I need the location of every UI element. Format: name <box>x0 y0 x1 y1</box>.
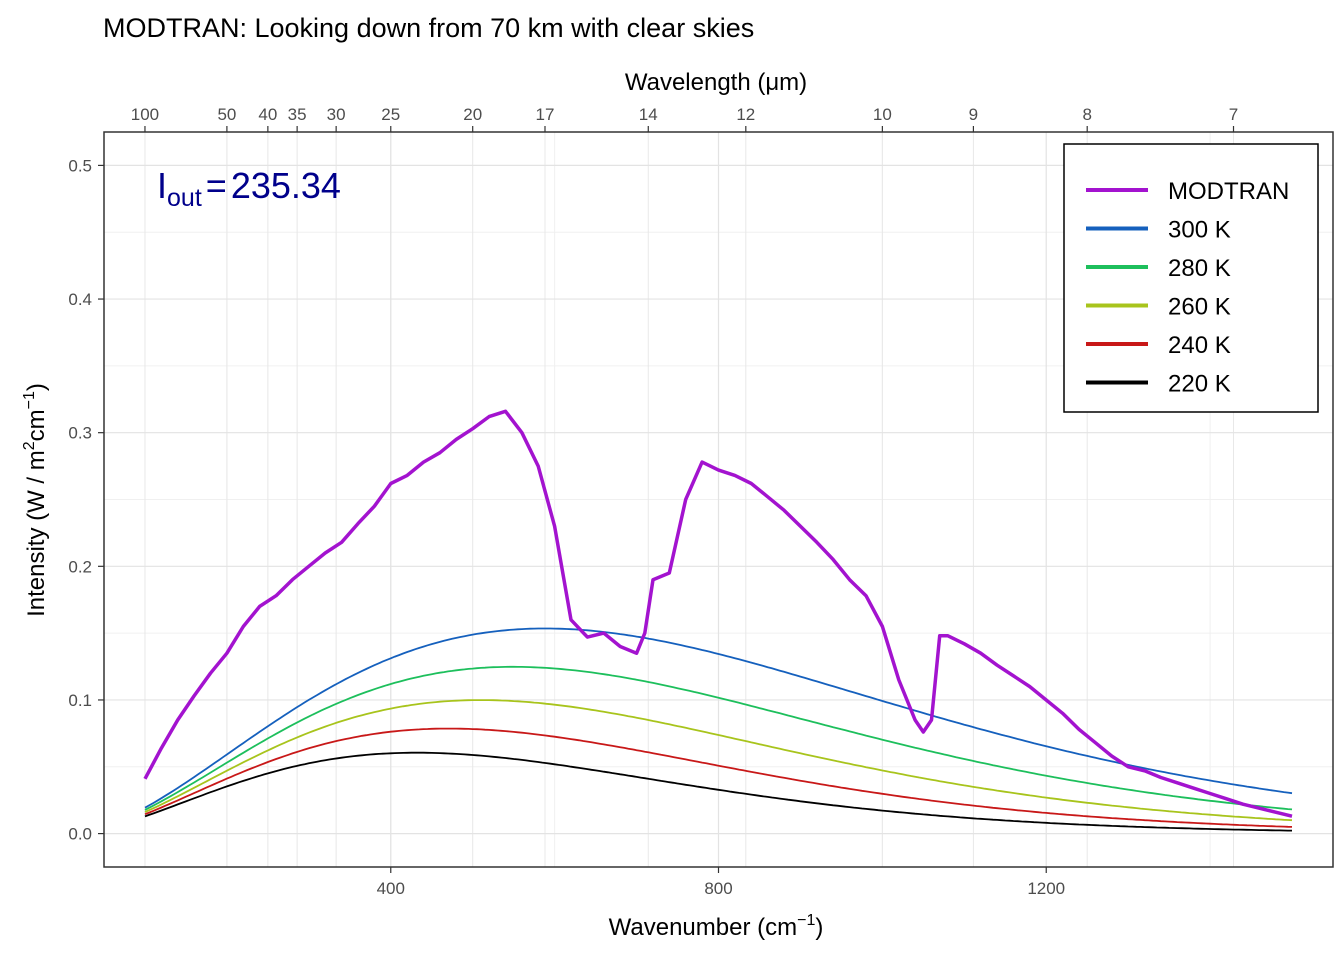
legend-label: MODTRAN <box>1168 178 1289 205</box>
modtran-spectrum <box>143 409 1293 818</box>
chart-title: MODTRAN: Looking down from 70 km with cl… <box>103 13 754 43</box>
planck-line-220k <box>144 751 1292 832</box>
y-axis-title-mid: cm <box>23 409 50 441</box>
y-axis-title-end: ) <box>23 383 50 391</box>
planck-line-260k <box>144 699 1293 822</box>
planck-line-240k <box>144 727 1293 828</box>
axes: 400 800 1200 0.0 0.1 0.2 0.3 0.4 0.5 100 50 40 35 30 2… <box>68 105 1238 898</box>
legend-label: 260 K <box>1168 294 1231 321</box>
iout-annotation: Iout = 235.34 <box>157 165 341 212</box>
x-tick-label: 800 <box>704 879 732 898</box>
annotation-sub: out <box>167 184 202 212</box>
top-tick-label: 25 <box>381 105 400 124</box>
y-axis-title-text: Intensity (W / m <box>23 450 50 617</box>
svg-text:Intensity (W / m2cm−1): Intensity (W / m2cm−1) <box>21 383 50 617</box>
modtran-line <box>143 409 1293 818</box>
y-axis-title-sup2: −1 <box>21 391 38 409</box>
x-tick-label: 1200 <box>1027 879 1065 898</box>
legend-label: 280 K <box>1168 255 1231 282</box>
legend: MODTRAN 300 K 280 K 260 K 240 K 220 K <box>1063 143 1319 413</box>
planck-curves <box>144 627 1293 832</box>
x-axis-title-sup: −1 <box>797 912 815 929</box>
top-axis-title: Wavelength (μm) <box>625 69 807 96</box>
annotation-base: I <box>157 165 167 206</box>
x-axis-title-end: ) <box>815 914 823 941</box>
y-tick-label: 0.0 <box>68 825 92 844</box>
top-tick-label: 40 <box>258 105 277 124</box>
planck-line-300k <box>144 627 1293 809</box>
x-axis-title: Wavenumber (cm−1) <box>609 912 824 941</box>
top-tick-label: 100 <box>131 105 159 124</box>
y-tick-label: 0.3 <box>68 424 92 443</box>
top-tick-label: 14 <box>639 105 658 124</box>
top-tick-label: 35 <box>288 105 307 124</box>
y-tick-label: 0.5 <box>68 156 92 175</box>
top-tick-label: 10 <box>873 105 892 124</box>
svg-text:Wavenumber (cm−1): Wavenumber (cm−1) <box>609 912 824 941</box>
y-axis-title-sup1: 2 <box>21 441 38 450</box>
planck-line-280k <box>144 665 1293 811</box>
y-tick-label: 0.1 <box>68 691 92 710</box>
x-axis-title-text: Wavenumber (cm <box>609 914 797 941</box>
top-tick-label: 8 <box>1082 105 1091 124</box>
grid <box>104 132 1333 867</box>
x-tick-label: 400 <box>377 879 405 898</box>
top-tick-label: 50 <box>217 105 236 124</box>
legend-label: 300 K <box>1168 217 1231 244</box>
y-tick-label: 0.4 <box>68 290 92 309</box>
top-tick-label: 17 <box>536 105 555 124</box>
y-tick-label: 0.2 <box>68 557 92 576</box>
legend-label: 220 K <box>1168 371 1231 398</box>
top-tick-label: 20 <box>463 105 482 124</box>
top-tick-label: 9 <box>969 105 978 124</box>
top-tick-label: 12 <box>736 105 755 124</box>
top-tick-label: 7 <box>1229 105 1238 124</box>
annotation-eq: = <box>206 165 227 206</box>
y-axis-title: Intensity (W / m2cm−1) <box>21 383 50 617</box>
annotation-value: 235.34 <box>231 165 341 206</box>
legend-label: 240 K <box>1168 332 1231 359</box>
top-tick-label: 30 <box>327 105 346 124</box>
svg-text:Iout=235.34: Iout = 235.34 <box>157 165 341 212</box>
